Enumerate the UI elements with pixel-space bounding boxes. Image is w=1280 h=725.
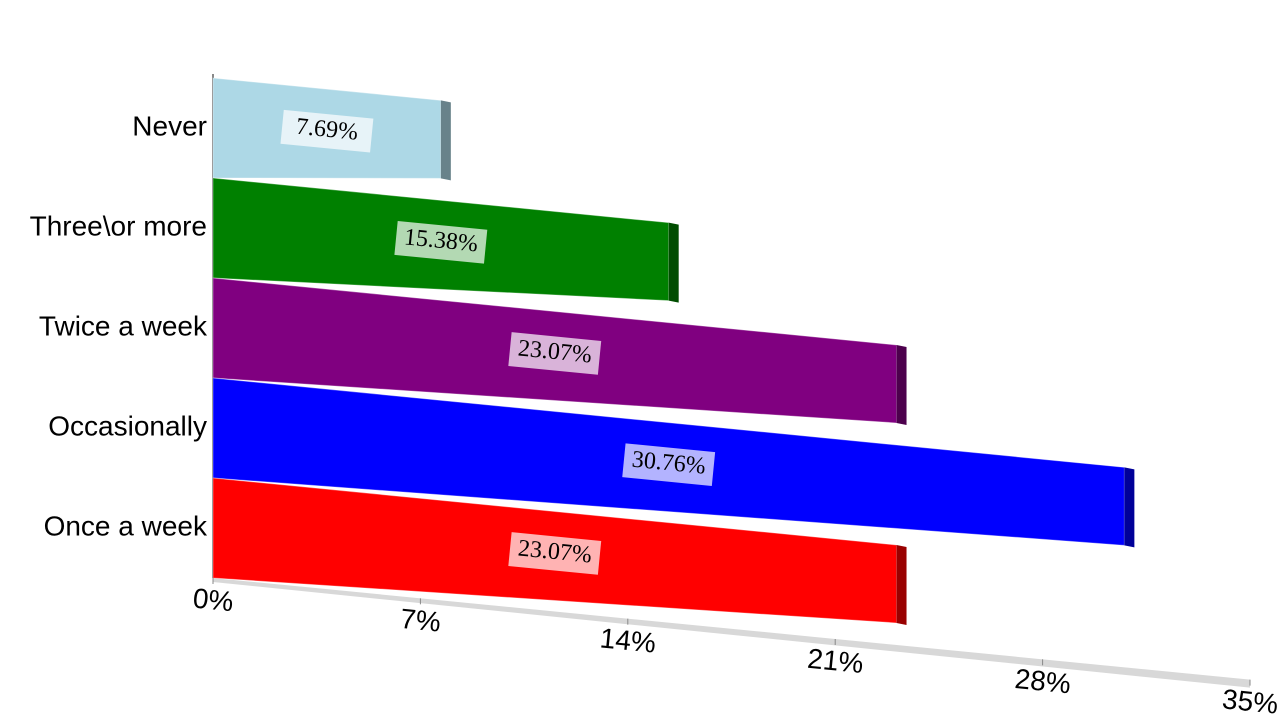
category-label: Occasionally xyxy=(48,410,207,441)
value-label-group: 23.07% xyxy=(508,332,602,375)
value-label-box xyxy=(622,443,716,486)
x-tick-label: 7% xyxy=(399,603,442,638)
value-label-box xyxy=(508,532,602,575)
floor xyxy=(213,578,1250,688)
value-label-group: 7.69% xyxy=(280,109,374,153)
x-tick-label: 0% xyxy=(192,583,235,618)
x-tick-label: 35% xyxy=(1221,683,1280,719)
value-label-group: 15.38% xyxy=(394,221,488,264)
category-label: Three\or more xyxy=(30,210,207,241)
value-label-box xyxy=(508,332,602,375)
bar-side xyxy=(440,100,451,181)
value-label-box xyxy=(280,109,374,153)
x-tick-label: 21% xyxy=(806,643,865,679)
category-label: Never xyxy=(132,110,207,141)
bar-side xyxy=(896,544,907,625)
category-label: Twice a week xyxy=(39,310,208,341)
category-label: Once a week xyxy=(44,510,208,541)
value-label: 7.69% xyxy=(295,114,359,146)
value-label-group: 23.07% xyxy=(508,532,602,575)
bar-side xyxy=(668,222,679,303)
value-label-box xyxy=(394,221,488,264)
bar-side xyxy=(1124,467,1135,548)
x-tick-label: 28% xyxy=(1013,663,1072,699)
value-label-group: 30.76% xyxy=(622,443,716,486)
x-tick-label: 14% xyxy=(599,622,658,658)
bar-side xyxy=(896,344,907,425)
